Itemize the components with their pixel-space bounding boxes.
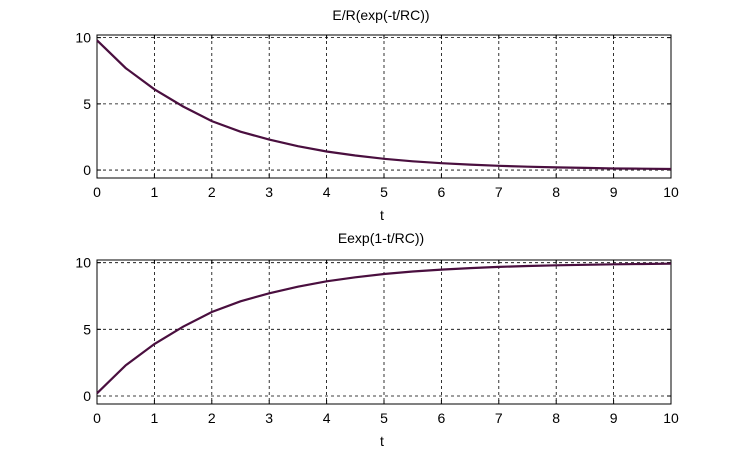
plot-frame (96, 34, 672, 179)
x-tick-label: 1 (151, 410, 159, 426)
chart-title: E/R(exp(-t/RC)) (332, 7, 429, 23)
y-tick-label: 0 (83, 388, 91, 404)
x-tick-label: 8 (552, 410, 560, 426)
series-line-0 (96, 262, 672, 395)
y-tick-label: 0 (83, 162, 91, 178)
x-axis-label: t (380, 433, 384, 449)
x-tick-label: 2 (208, 184, 216, 200)
x-tick-label: 5 (380, 184, 388, 200)
series-line-0 (96, 39, 672, 171)
x-tick-label: 10 (663, 410, 679, 426)
x-tick-label: 9 (610, 184, 618, 200)
x-tick-label: 3 (265, 410, 273, 426)
x-tick-label: 4 (323, 184, 331, 200)
bottom-chart: Eexp(1-t/RC)) 0 1 2 3 4 5 6 7 8 9 10 0 5 10 t (75, 230, 679, 449)
x-axis-label: t (380, 207, 384, 223)
x-tick-label: 4 (323, 410, 331, 426)
y-tick-label: 10 (75, 255, 91, 271)
x-tick-label: 8 (552, 184, 560, 200)
x-tick-label: 9 (610, 410, 618, 426)
x-tick-label: 5 (380, 410, 388, 426)
y-tick-label: 5 (83, 321, 91, 337)
top-chart: E/R(exp(-t/RC)) 0 1 2 3 4 5 6 7 8 9 10 0 5 10 t (75, 7, 679, 223)
y-tick-label: 5 (83, 96, 91, 112)
x-tick-label: 1 (151, 184, 159, 200)
y-tick-label: 10 (75, 30, 91, 46)
x-tick-label: 7 (495, 410, 503, 426)
x-tick-label: 6 (438, 184, 446, 200)
x-tick-label: 10 (663, 184, 679, 200)
chart-title: Eexp(1-t/RC)) (338, 230, 424, 246)
x-tick-label: 6 (438, 410, 446, 426)
x-tick-label: 3 (265, 184, 273, 200)
plot-frame (96, 259, 672, 405)
x-tick-label: 7 (495, 184, 503, 200)
x-tick-label: 0 (93, 184, 101, 200)
x-tick-label: 2 (208, 410, 216, 426)
x-tick-label: 0 (93, 410, 101, 426)
